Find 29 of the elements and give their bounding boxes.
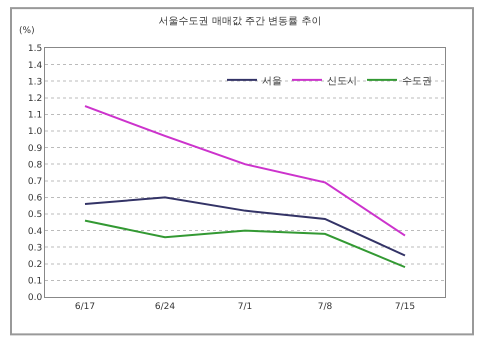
y-tick-label: 0.6	[28, 194, 42, 204]
y-tick-label: 1.2	[28, 94, 42, 104]
y-tick-label: 0.5	[28, 210, 42, 220]
line-series	[84, 105, 406, 237]
y-tick-label: 0.1	[28, 276, 42, 287]
x-tick-label: 7/8	[318, 302, 333, 312]
x-tick-label: 7/15	[394, 302, 416, 312]
y-tick-label: 0.2	[28, 260, 42, 270]
legend-label: 수도권	[402, 76, 432, 87]
line-series	[84, 220, 406, 268]
line-series	[84, 196, 406, 256]
y-tick-label: 1.5	[28, 44, 42, 54]
y-tick-label: 0.7	[28, 176, 42, 187]
y-tick-label: 1.1	[28, 110, 42, 121]
legend-label: 신도시	[327, 76, 357, 87]
y-tick-label: 1.4	[28, 60, 42, 71]
y-axis-title: (%)	[19, 26, 35, 36]
y-tick-label: 1.0	[28, 127, 42, 138]
y-tick-label: 0.0	[28, 293, 42, 304]
y-tick-label: 0.3	[28, 243, 42, 254]
y-tick-label: 1.3	[28, 77, 42, 88]
y-tick-label: 0.8	[28, 160, 42, 170]
chart-title: 서울수도권 매매값 주간 변동률 추이	[158, 16, 322, 28]
y-tick-label: 0.4	[28, 226, 42, 237]
x-tick-label: 6/17	[74, 302, 96, 312]
legend-label: 서울	[262, 76, 282, 87]
x-tick-label: 6/24	[154, 302, 176, 312]
y-tick-label: 0.9	[28, 144, 42, 154]
x-tick-label: 7/1	[238, 302, 252, 312]
